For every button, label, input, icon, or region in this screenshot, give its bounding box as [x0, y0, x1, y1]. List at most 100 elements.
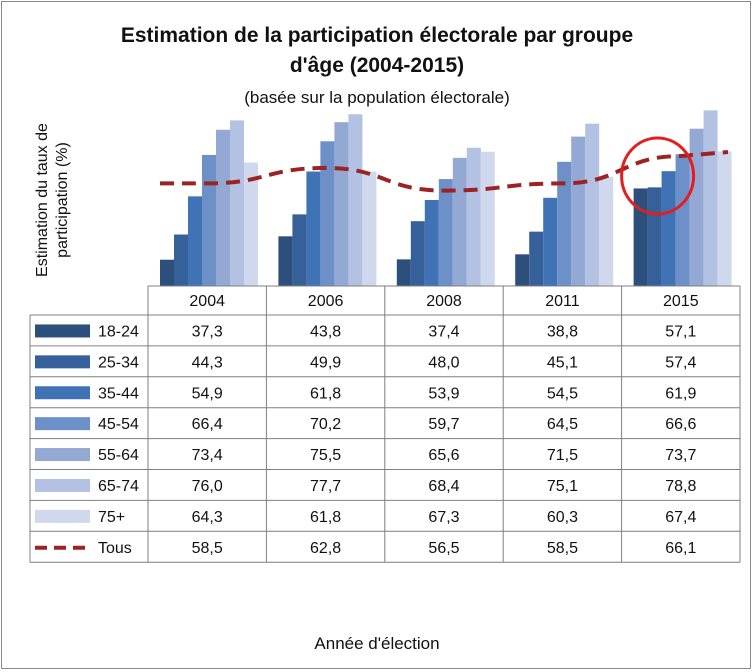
bar-45-54-2011 [557, 161, 572, 286]
x-tick-label: 2008 [426, 293, 462, 310]
data-label: 37,3 [192, 323, 223, 340]
bar-65-74-2004 [230, 120, 244, 287]
legend-key-75+ [35, 509, 90, 523]
chart-title-line2: d'âge (2004-2015) [289, 54, 465, 77]
data-label: 67,4 [665, 509, 696, 526]
bar-25-34-2006 [292, 214, 307, 286]
bar-45-54-2015 [675, 154, 690, 286]
bar-75+-2006 [362, 171, 377, 286]
legend-key-65-74 [35, 478, 90, 492]
data-label: 43,8 [310, 323, 341, 340]
data-label: 64,5 [547, 416, 578, 433]
data-label: 66,1 [665, 540, 696, 557]
data-label: 44,3 [192, 354, 223, 371]
data-label: 45,1 [547, 354, 578, 371]
bar-75+-2008 [480, 151, 495, 286]
bar-18-24-2006 [278, 236, 293, 286]
x-tick-label: 2015 [663, 293, 699, 310]
data-label: 49,9 [310, 354, 341, 371]
data-label: 38,8 [547, 323, 578, 340]
bar-25-34-2008 [410, 221, 425, 286]
data-label: 37,4 [428, 323, 459, 340]
bar-55-64-2006 [334, 122, 349, 286]
chart-subtitle: (basée sur la population électorale) [244, 88, 510, 107]
legend-label-35-44: 35-44 [98, 385, 139, 402]
x-tick-label: 2011 [545, 293, 580, 310]
legend-label-45-54: 45-54 [98, 416, 139, 433]
data-label: 75,5 [310, 447, 341, 464]
bar-75+-2004 [244, 162, 258, 286]
legend-label-18-24: 18-24 [98, 323, 139, 340]
data-label: 53,9 [428, 385, 459, 402]
bar-35-44-2015 [661, 171, 676, 286]
data-label: 73,7 [665, 447, 696, 464]
bar-65-74-2006 [348, 114, 363, 286]
bar-18-24-2015 [633, 188, 648, 286]
data-label: 54,9 [192, 385, 223, 402]
legend-label-Tous: Tous [98, 540, 132, 557]
chart-title-line1: Estimation de la participation électoral… [120, 24, 634, 47]
legend-key-45-54 [35, 417, 90, 431]
data-label: 62,8 [310, 540, 341, 557]
legend-label-65-74: 65-74 [98, 478, 139, 495]
x-tick-label: 2006 [308, 293, 344, 310]
data-label: 57,1 [665, 323, 696, 340]
data-label: 77,7 [310, 478, 341, 495]
x-tick-label: 2004 [189, 293, 225, 310]
bar-65-74-2015 [703, 110, 718, 286]
bar-35-44-2004 [188, 196, 202, 286]
bar-18-24-2004 [160, 259, 174, 286]
bar-55-64-2004 [216, 129, 230, 286]
data-label: 76,0 [192, 478, 223, 495]
data-label: 70,2 [310, 416, 341, 433]
legend-label-75+: 75+ [98, 509, 125, 526]
data-label: 78,8 [665, 478, 696, 495]
bar-18-24-2011 [515, 254, 530, 286]
data-label: 64,3 [192, 509, 223, 526]
bar-55-64-2015 [689, 128, 704, 286]
data-label: 59,7 [428, 416, 459, 433]
legend-key-55-64 [35, 448, 90, 462]
data-label: 73,4 [192, 447, 223, 464]
bar-55-64-2011 [571, 136, 586, 286]
bar-18-24-2008 [396, 259, 411, 286]
bar-55-64-2008 [452, 157, 467, 286]
legend-key-35-44 [35, 386, 90, 400]
data-label: 61,8 [310, 385, 341, 402]
data-label: 56,5 [428, 540, 459, 557]
series-line-Tous [160, 150, 729, 193]
legend-label-25-34: 25-34 [98, 354, 139, 371]
bar-45-54-2006 [320, 141, 335, 286]
data-label: 67,3 [428, 509, 459, 526]
bar-65-74-2008 [466, 147, 481, 286]
legend-key-25-34 [35, 355, 90, 369]
data-label: 61,9 [665, 385, 696, 402]
data-label: 75,1 [547, 478, 578, 495]
bar-45-54-2008 [438, 179, 453, 286]
data-label: 48,0 [428, 354, 459, 371]
data-label: 57,4 [665, 354, 696, 371]
bar-35-44-2008 [424, 199, 439, 286]
legend-label-55-64: 55-64 [98, 447, 139, 464]
x-axis-label: Année d'élection [314, 634, 440, 653]
data-label: 65,6 [428, 447, 459, 464]
bar-35-44-2006 [306, 171, 321, 286]
data-label: 68,4 [428, 478, 459, 495]
bar-25-34-2015 [647, 187, 662, 286]
data-label: 54,5 [547, 385, 578, 402]
bar-75+-2011 [599, 176, 614, 286]
data-label: 58,5 [192, 540, 223, 557]
bar-35-44-2011 [543, 197, 558, 286]
data-label: 60,3 [547, 509, 578, 526]
bar-25-34-2004 [174, 234, 188, 286]
data-label: 61,8 [310, 509, 341, 526]
highlight-circle [620, 136, 696, 216]
data-label: 66,4 [192, 416, 223, 433]
data-label: 66,6 [665, 416, 696, 433]
bar-45-54-2004 [202, 154, 216, 286]
data-label: 71,5 [547, 447, 578, 464]
bar-75+-2015 [717, 151, 732, 286]
bar-65-74-2011 [585, 123, 600, 286]
data-label: 58,5 [547, 540, 578, 557]
